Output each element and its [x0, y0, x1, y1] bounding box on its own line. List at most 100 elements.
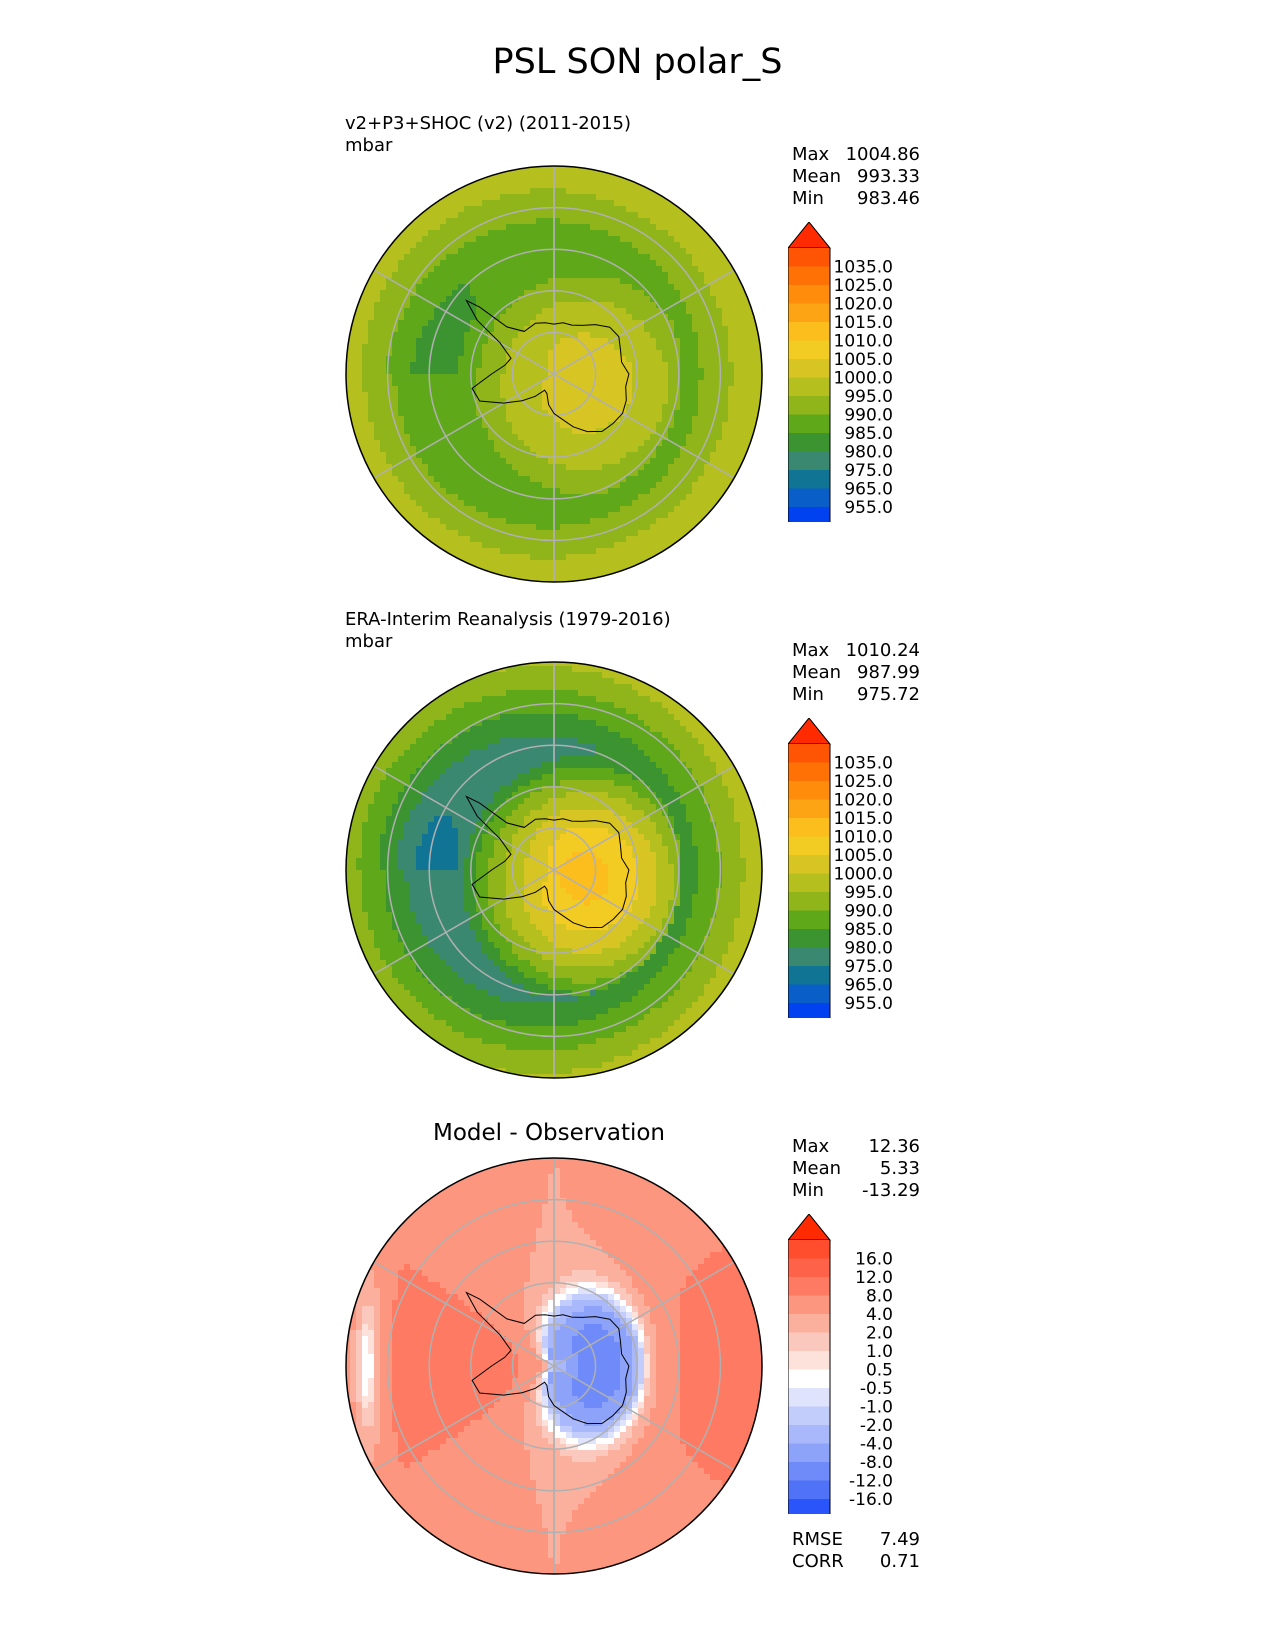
diff-title: Model - Observation [432, 1120, 666, 1146]
obs-colorbar-swatch [788, 744, 830, 763]
stat-label: RMSE [792, 1529, 843, 1550]
obs-graticule [373, 662, 735, 1078]
model-title: v2+P3+SHOC (v2) (2011-2015) [345, 113, 632, 134]
obs-colorbar-swatch [788, 947, 830, 967]
model-colorbar-swatch [788, 433, 830, 452]
diff-colorbar-tick-label: -2.0 [860, 1416, 893, 1436]
obs-colorbar-swatch [788, 781, 830, 800]
diff-colorbar-tick-label: -12.0 [849, 1472, 893, 1492]
stat-value: 993.33 [857, 166, 920, 187]
diff-colorbar-swatch [788, 1443, 830, 1463]
model-colorbar-swatch [788, 451, 830, 471]
stat-label: Max [792, 144, 830, 165]
obs-colorbar-swatch [788, 762, 830, 782]
obs-colorbar-swatch [788, 929, 830, 948]
diff-colorbar-tick-label: -16.0 [849, 1490, 893, 1510]
model-colorbar-swatch [788, 507, 830, 522]
obs-colorbar-swatch [788, 966, 830, 985]
stat-value: -13.29 [861, 1180, 920, 1201]
model-colorbar-frame [788, 248, 831, 522]
obs-title: ERA-Interim Reanalysis (1979-2016) [345, 609, 671, 630]
obs-colorbar-tick-label: 965.0 [844, 976, 893, 996]
diff-colorbar-tick-label: 1.0 [866, 1342, 893, 1362]
model-colorbar-tick-label: 1025.0 [834, 276, 893, 296]
diff-map-boundary [345, 1157, 763, 1575]
diff-colorbar-tick-label: 4.0 [866, 1305, 893, 1325]
diff-polar-map [345, 1157, 763, 1575]
stat-label: Mean [792, 662, 842, 683]
diff-stat-corr: CORR 0.71 [792, 1551, 920, 1573]
obs-colorbar-swatch [788, 818, 830, 837]
stat-value: 987.99 [857, 662, 920, 683]
model-colorbar-swatch [788, 322, 830, 341]
obs-colorbar-swatch [788, 836, 830, 856]
obs-colorbar-swatch [788, 910, 830, 930]
figure-title: PSL SON polar_S [492, 42, 783, 82]
obs-colorbar-swatch [788, 1003, 830, 1018]
diff-stats: Max 12.36 Mean 5.33 Min -13.29 [792, 1136, 920, 1202]
obs-colorbar-tick-label: 985.0 [844, 920, 893, 940]
model-colorbar-swatch [788, 303, 830, 323]
diff-colorbar-swatch [788, 1332, 830, 1352]
obs-colorbar-tick-label: 990.0 [844, 902, 893, 922]
diff-colorbar-tick-label: -8.0 [860, 1453, 893, 1473]
model-colorbar-over [788, 222, 832, 249]
model-colorbar-swatch [788, 285, 830, 304]
diff-colorbar-swatch [788, 1480, 830, 1500]
diff-colorbar-tick-label: 0.5 [866, 1361, 893, 1381]
obs-colorbar-over [788, 718, 832, 745]
model-colorbar-tick-label: 965.0 [844, 480, 893, 500]
diff-stat-min: Min -13.29 [792, 1180, 920, 1202]
diff-colorbar-swatch [788, 1314, 830, 1333]
stat-label: Mean [792, 166, 842, 187]
model-panel-title: v2+P3+SHOC (v2) (2011-2015) mbar [345, 113, 631, 157]
stat-value: 7.49 [879, 1529, 920, 1550]
obs-colorbar-tick-label: 1000.0 [834, 865, 893, 885]
diff-colorbar-swatch [788, 1462, 830, 1481]
model-stat-min: Min 983.46 [792, 188, 920, 210]
diff-colorbar-tick-label: -1.0 [860, 1398, 893, 1418]
diff-colorbar-tick-label: 12.0 [855, 1268, 893, 1288]
stat-value: 1010.24 [845, 640, 920, 661]
stat-value: 983.46 [857, 188, 920, 209]
stat-label: Mean [792, 1158, 842, 1179]
diff-colorbar-over [788, 1214, 832, 1241]
model-panel: v2+P3+SHOC (v2) (2011-2015) mbar Max 1004… [0, 0, 1275, 583]
obs-stat-mean: Mean 987.99 [792, 662, 920, 684]
model-colorbar-swatch [788, 488, 830, 508]
model-colorbar-tick-label: 975.0 [844, 461, 893, 481]
obs-panel-title: ERA-Interim Reanalysis (1979-2016) mbar [345, 609, 671, 653]
diff-graticule [373, 1158, 735, 1574]
diff-colorbar-swatch [788, 1406, 830, 1426]
stat-value: 975.72 [857, 684, 920, 705]
obs-colorbar-tick-label: 1035.0 [834, 754, 893, 774]
model-colorbar-tick-label: 1015.0 [834, 313, 893, 333]
model-colorbar-tick-label: 955.0 [844, 498, 893, 518]
diff-colorbar-tick-label: 2.0 [866, 1324, 893, 1344]
diff-colorbar-tick-label: -0.5 [860, 1379, 893, 1399]
obs-colorbar-tick-label: 1020.0 [834, 791, 893, 811]
obs-coastline [465, 795, 630, 929]
obs-colorbar-swatch [788, 855, 830, 874]
stat-label: Min [792, 684, 824, 705]
obs-panel: ERA-Interim Reanalysis (1979-2016) mbar … [0, 496, 1275, 1079]
obs-colorbar-tick-label: 1005.0 [834, 846, 893, 866]
model-stat-max: Max 1004.86 [792, 144, 920, 166]
model-colorbar-tick-label: 985.0 [844, 424, 893, 444]
model-map-boundary [345, 165, 763, 583]
diff-stat-rmse: RMSE 7.49 [792, 1529, 920, 1551]
obs-stat-min: Min 975.72 [792, 684, 920, 706]
diff-colorbar-swatch [788, 1425, 830, 1444]
model-colorbar-tick-label: 990.0 [844, 406, 893, 426]
obs-colorbar-tick-label: 1025.0 [834, 772, 893, 792]
stat-value: 1004.86 [845, 144, 920, 165]
model-colorbar-tick-label: 1020.0 [834, 295, 893, 315]
diff-colorbar-swatch [788, 1258, 830, 1278]
diff-stat-max: Max 12.36 [792, 1136, 920, 1158]
stat-label: Max [792, 640, 830, 661]
model-stats: Max 1004.86 Mean 993.33 Min 983.46 [792, 144, 920, 210]
diff-coastline [465, 1291, 630, 1425]
stat-label: Min [792, 188, 824, 209]
diff-stat-mean: Mean 5.33 [792, 1158, 920, 1180]
stat-value: 5.33 [879, 1158, 920, 1179]
